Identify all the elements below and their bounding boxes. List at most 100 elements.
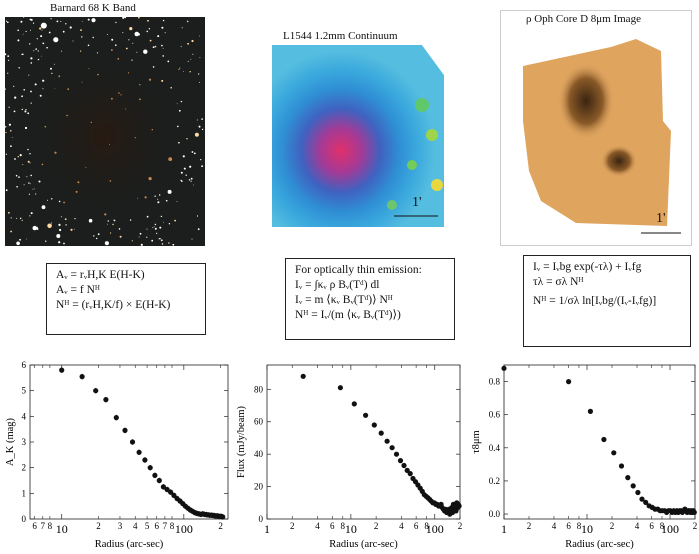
star	[7, 72, 9, 74]
star	[124, 17, 127, 19]
star	[182, 155, 185, 158]
star	[29, 215, 31, 217]
x-minor-tick-label: 8	[424, 521, 429, 531]
eq-extinction-1: Aᵥ = rᵥH,K E(H-K)	[56, 269, 145, 281]
star	[14, 96, 17, 99]
star	[139, 84, 141, 86]
star	[189, 71, 191, 73]
roph-scalebar-label: 1'	[656, 211, 666, 226]
star	[88, 68, 90, 69]
star	[196, 215, 199, 217]
star	[60, 21, 62, 22]
x-axis-label: Radius (arc-sec)	[95, 539, 164, 550]
star	[198, 125, 201, 128]
y-axis-label: A_K (mag)	[5, 417, 16, 466]
star	[131, 240, 133, 242]
x-minor-tick-label: 4	[552, 521, 557, 531]
star	[92, 36, 94, 39]
star	[162, 55, 164, 57]
star	[151, 129, 153, 131]
star	[128, 39, 130, 41]
star	[72, 40, 74, 42]
star	[162, 19, 165, 22]
star	[104, 241, 109, 246]
star	[33, 50, 35, 52]
star	[10, 230, 12, 233]
star	[163, 221, 165, 223]
star	[80, 50, 82, 52]
star	[25, 30, 27, 33]
star	[81, 36, 83, 38]
star	[15, 174, 18, 177]
star	[176, 201, 178, 203]
data-point	[393, 451, 400, 457]
star	[183, 167, 186, 170]
star	[191, 39, 194, 43]
star	[77, 181, 80, 184]
star	[152, 227, 154, 229]
plot-frame	[266, 364, 461, 520]
star	[59, 228, 62, 232]
star	[137, 197, 139, 199]
star	[186, 20, 189, 23]
star	[118, 92, 120, 94]
y-tick-label: 1	[22, 488, 27, 498]
data-point	[113, 415, 119, 421]
star	[51, 222, 53, 224]
star	[174, 219, 177, 222]
star	[74, 218, 76, 220]
star	[56, 20, 59, 23]
star	[137, 33, 140, 36]
star	[196, 119, 198, 121]
star	[154, 223, 157, 226]
star	[161, 243, 164, 245]
star	[138, 236, 140, 238]
star	[22, 53, 24, 56]
data-point	[397, 458, 404, 464]
star	[139, 232, 142, 235]
star	[13, 110, 16, 113]
star	[7, 21, 9, 24]
star	[172, 243, 175, 246]
star	[58, 223, 61, 226]
star	[167, 60, 170, 63]
plot-frame	[29, 364, 229, 520]
star	[112, 223, 114, 226]
data-point	[389, 445, 395, 451]
star	[54, 87, 56, 89]
star	[13, 85, 15, 87]
star	[136, 51, 138, 53]
data-point	[407, 471, 413, 477]
star	[30, 90, 32, 93]
star	[159, 194, 161, 196]
y-axis-label: Flux (mJy/beam)	[236, 405, 247, 478]
star	[35, 193, 37, 195]
star	[40, 22, 47, 29]
x-axis-label: Radius (arc-sec)	[329, 539, 398, 550]
star	[179, 67, 181, 69]
star	[10, 130, 12, 132]
star	[134, 137, 136, 139]
star	[161, 79, 164, 82]
star	[125, 108, 127, 110]
star	[63, 201, 65, 204]
eq-absorption-2: τλ = σλ Nᴴ	[533, 276, 584, 288]
star	[81, 21, 83, 22]
star	[178, 141, 180, 144]
star	[33, 188, 35, 190]
eq-emission-4: Nᴴ = Iᵥ/(m ⟨κᵥ Bᵥ(Tᵈ)⟩)	[295, 309, 401, 321]
x-minor-tick-label: 8	[340, 521, 345, 531]
x-major-tick-label: 10	[345, 522, 357, 536]
star	[22, 17, 25, 18]
star	[34, 83, 37, 86]
star	[18, 67, 20, 69]
x-minor-tick-label: 2	[96, 521, 101, 531]
data-point	[300, 373, 306, 379]
star	[185, 174, 187, 176]
star	[47, 223, 52, 229]
star	[40, 35, 43, 38]
star	[107, 220, 110, 222]
star	[117, 58, 120, 60]
star	[181, 27, 183, 29]
l1544-continuum-map	[272, 45, 444, 227]
